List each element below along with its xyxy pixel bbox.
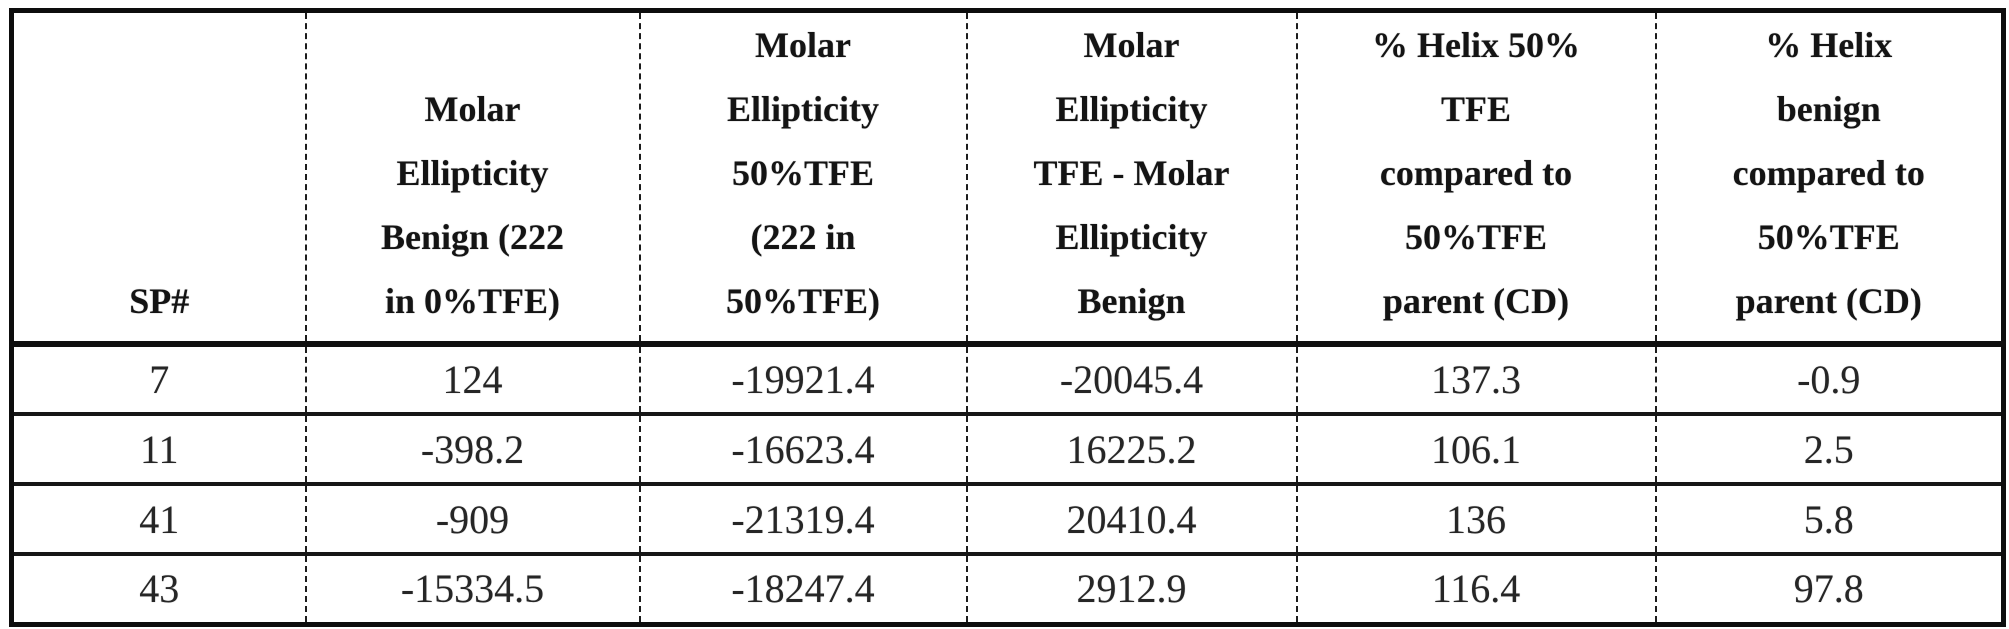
cell-ellipticity-benign: -15334.5 (304, 552, 641, 626)
cell-ellipticity-50tfe: -19921.4 (638, 342, 968, 416)
cell-helix-50tfe: 106.1 (1295, 412, 1657, 486)
cell-ellipticity-benign: 124 (304, 342, 641, 416)
table-row: 7 124 -19921.4 -20045.4 137.3 -0.9 (10, 342, 2005, 416)
cell-helix-50tfe: 137.3 (1295, 342, 1657, 416)
header-percent-helix-50tfe: % Helix 50% TFE compared to 50%TFE paren… (1295, 8, 1657, 347)
header-sp-number: SP# (10, 8, 307, 347)
cell-sp-number: 7 (10, 342, 307, 416)
cell-helix-benign: 97.8 (1654, 552, 2005, 626)
header-molar-ellipticity-50tfe: Molar Ellipticity 50%TFE (222 in 50%TFE) (638, 8, 968, 347)
header-percent-helix-benign: % Helix benign compared to 50%TFE parent… (1654, 8, 2005, 347)
cell-helix-benign: 5.8 (1654, 482, 2005, 556)
cell-helix-benign: 2.5 (1654, 412, 2005, 486)
cell-ellipticity-difference: 20410.4 (965, 482, 1298, 556)
cell-helix-50tfe: 136 (1295, 482, 1657, 556)
header-row: SP# Molar Ellipticity Benign (222 in 0%T… (10, 8, 2005, 347)
header-molar-ellipticity-benign: Molar Ellipticity Benign (222 in 0%TFE) (304, 8, 641, 347)
cell-ellipticity-50tfe: -16623.4 (638, 412, 968, 486)
cell-helix-50tfe: 116.4 (1295, 552, 1657, 626)
cell-ellipticity-difference: 16225.2 (965, 412, 1298, 486)
cell-sp-number: 43 (10, 552, 307, 626)
cell-ellipticity-50tfe: -18247.4 (638, 552, 968, 626)
cell-ellipticity-difference: -20045.4 (965, 342, 1298, 416)
table-row: 11 -398.2 -16623.4 16225.2 106.1 2.5 (10, 412, 2005, 486)
table-row: 43 -15334.5 -18247.4 2912.9 116.4 97.8 (10, 552, 2005, 626)
ellipticity-data-table: SP# Molar Ellipticity Benign (222 in 0%T… (9, 8, 2006, 627)
cell-sp-number: 41 (10, 482, 307, 556)
cell-ellipticity-benign: -398.2 (304, 412, 641, 486)
cell-ellipticity-50tfe: -21319.4 (638, 482, 968, 556)
cell-sp-number: 11 (10, 412, 307, 486)
scanned-table-region: SP# Molar Ellipticity Benign (222 in 0%T… (9, 8, 2006, 627)
table-row: 41 -909 -21319.4 20410.4 136 5.8 (10, 482, 2005, 556)
header-molar-ellipticity-difference: Molar Ellipticity TFE - Molar Ellipticit… (965, 8, 1298, 347)
cell-ellipticity-benign: -909 (304, 482, 641, 556)
cell-helix-benign: -0.9 (1654, 342, 2005, 416)
cell-ellipticity-difference: 2912.9 (965, 552, 1298, 626)
